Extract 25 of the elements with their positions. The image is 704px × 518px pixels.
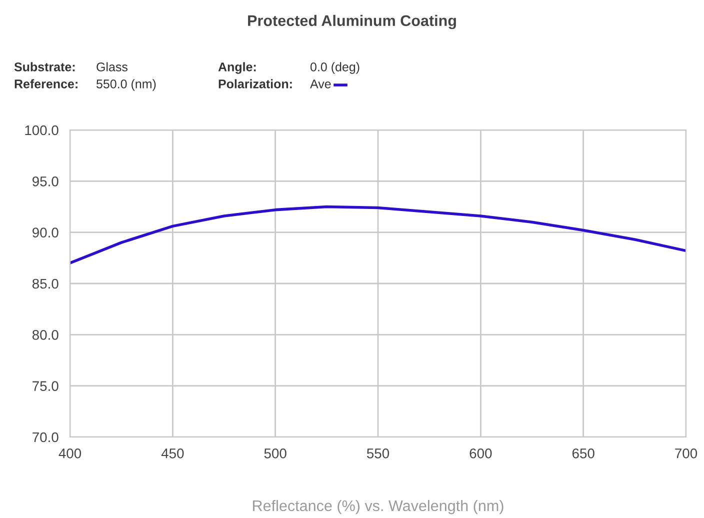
y-tick-label: 90.0: [32, 228, 58, 238]
chart-title: Protected Aluminum Coating: [248, 14, 456, 30]
y-tick-label: 75.0: [32, 381, 58, 392]
x-axis-title: Reflectance (%) vs. Wavelength (nm): [253, 500, 504, 514]
x-tick-label: 500: [264, 448, 286, 458]
x-tick-label: 550: [366, 448, 390, 458]
x-tick-label: 450: [161, 448, 184, 458]
text: Reference:: [14, 79, 78, 88]
text: Polarization:: [218, 79, 292, 88]
legend-label: Ave: [310, 80, 331, 88]
y-tick-label: 85.0: [32, 278, 58, 289]
x-tick-label: 700: [675, 448, 698, 458]
text: 550.0 (nm): [96, 79, 156, 91]
y-tick-label: 95.0: [32, 176, 58, 186]
text: Angle:: [218, 62, 256, 74]
x-tick-label: 600: [470, 448, 492, 458]
x-tick-label: 650: [572, 448, 594, 458]
text: 0.0 (deg): [310, 62, 360, 74]
line-series: [70, 205, 686, 264]
x-tick-label: 400: [58, 448, 82, 458]
text: Glass: [96, 62, 128, 72]
y-tick-label: 80.0: [32, 330, 58, 340]
text: Substrate:: [14, 62, 75, 72]
y-tick-label: 100.0: [25, 125, 58, 136]
y-tick-label: 70.0: [32, 432, 58, 442]
